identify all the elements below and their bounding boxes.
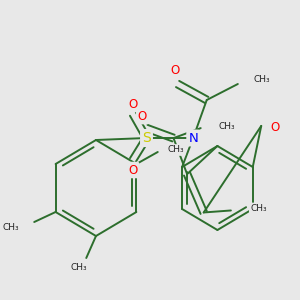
Text: CH₃: CH₃ [218,122,235,130]
Text: CH₃: CH₃ [254,76,270,85]
Text: O: O [170,64,179,77]
Text: CH₃: CH₃ [2,224,19,232]
Text: N: N [188,131,198,145]
Text: O: O [138,110,147,123]
Text: O: O [128,164,137,176]
Text: CH₃: CH₃ [70,263,87,272]
Text: CH₃: CH₃ [250,204,267,213]
Text: O: O [128,98,137,110]
Text: O: O [270,122,280,134]
Text: CH₃: CH₃ [167,146,184,154]
Text: S: S [142,131,151,145]
